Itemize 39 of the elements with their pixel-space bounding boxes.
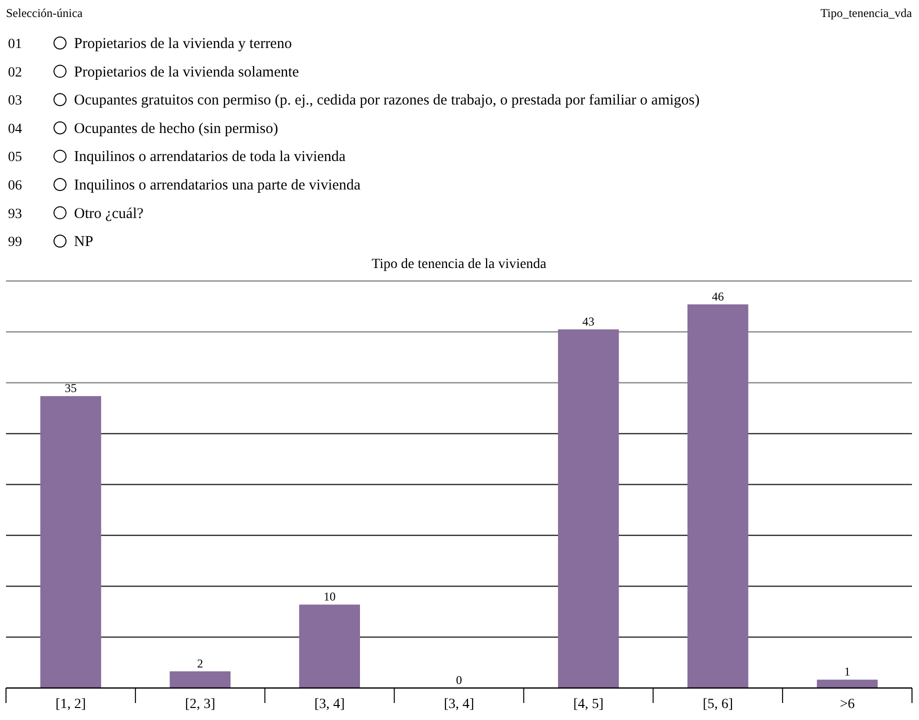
text: Inquilinos o arrendatarios una parte de vivienda [74, 178, 361, 194]
bar [816, 680, 878, 688]
text: 01 [8, 37, 22, 52]
text: Selección-única [6, 6, 84, 20]
chart-title: Tipo de tenencia de la vivienda [372, 257, 548, 272]
data-label: 35 [64, 381, 77, 396]
x-tick-label: [4, 5] [573, 697, 604, 712]
x-tick-label: [3, 4] [314, 697, 345, 712]
bar [558, 329, 619, 688]
text: Tipo_tenencia_vda [820, 6, 913, 20]
x-tick-label: [1, 2] [56, 697, 86, 712]
text: Otro ¿cuál? [74, 206, 144, 222]
text: 02 [8, 65, 22, 80]
text: 03 [8, 94, 22, 109]
text: 99 [8, 235, 22, 250]
bar [299, 604, 360, 688]
data-label: 1 [844, 664, 850, 679]
bar [40, 396, 102, 688]
data-label: 46 [712, 289, 724, 304]
x-tick-label: >6 [840, 697, 855, 712]
data-label: 0 [456, 673, 462, 687]
text: Ocupantes gratuitos con permiso (p. ej., cedida por razones de trabajo, o prestada por familiar o amigos) [74, 92, 700, 109]
text: Ocupantes de hecho (sin permiso) [74, 120, 278, 137]
text: 05 [8, 150, 22, 166]
text: Propietarios de la vivienda y terreno [74, 36, 292, 52]
bar [170, 671, 231, 688]
x-tick-label: [5, 6] [702, 697, 734, 712]
text: 06 [8, 178, 22, 194]
x-tick-label: [3, 4] [444, 697, 474, 712]
text: Inquilinos o arrendatarios de toda la vivienda [74, 149, 346, 166]
text: 93 [8, 206, 22, 222]
x-tick-label: [2, 3] [184, 697, 216, 712]
text: NP [74, 234, 94, 250]
data-label: 43 [582, 314, 594, 328]
data-label: 2 [197, 656, 204, 670]
bar [687, 304, 748, 688]
data-label: 10 [324, 590, 336, 604]
text: Propietarios de la vivienda solamente [74, 64, 300, 80]
text: 04 [8, 122, 22, 137]
